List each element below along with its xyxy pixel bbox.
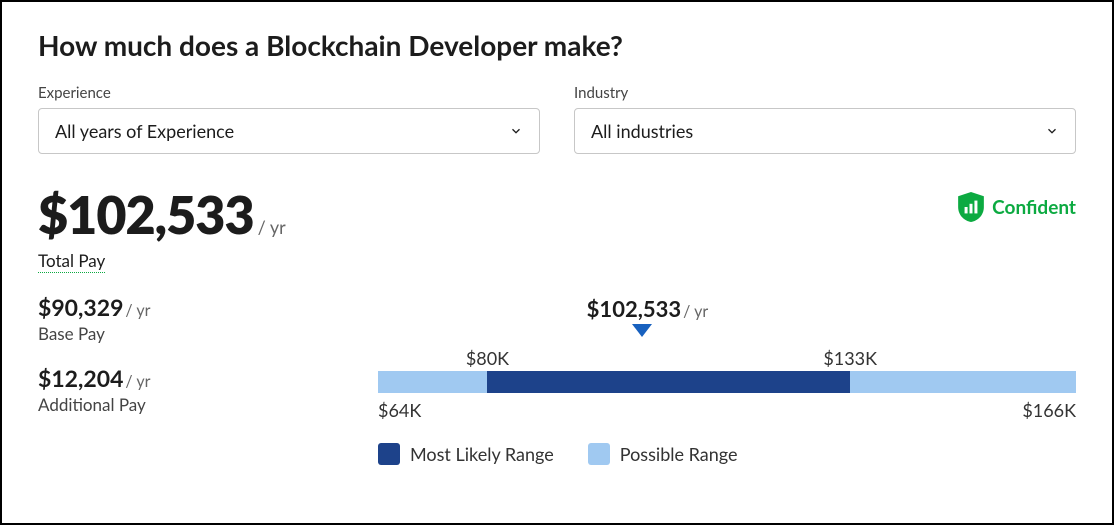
total-amount: $102,533	[38, 184, 254, 246]
industry-value: All industries	[591, 120, 693, 142]
bar-wrap	[378, 371, 1076, 393]
likely-min-label: $80K	[466, 347, 509, 369]
additional-amount: $12,204	[38, 364, 123, 392]
base-amount: $90,329	[38, 293, 123, 321]
possible-max-label: $166K	[1022, 399, 1076, 421]
experience-value: All years of Experience	[55, 120, 234, 142]
legend-likely-swatch	[378, 443, 400, 465]
experience-filter: Experience All years of Experience	[38, 84, 540, 154]
industry-filter: Industry All industries	[574, 84, 1076, 154]
legend-likely: Most Likely Range	[378, 443, 554, 465]
pay-details: $90,329/ yr Base Pay $12,204/ yr Additio…	[38, 293, 378, 465]
salary-card: How much does a Blockchain Developer mak…	[0, 0, 1114, 525]
experience-label: Experience	[38, 84, 540, 102]
base-per: / yr	[125, 301, 150, 320]
confidence-label: Confident	[992, 196, 1076, 219]
possible-min-label: $64K	[378, 399, 421, 421]
caret-down-icon	[632, 324, 652, 337]
legend-likely-label: Most Likely Range	[410, 443, 554, 465]
experience-select[interactable]: All years of Experience	[38, 108, 540, 154]
pointer-per: / yr	[683, 302, 708, 321]
chevron-down-icon	[1045, 124, 1059, 138]
pointer-arrow-row	[378, 322, 1076, 341]
likely-bar	[487, 371, 850, 393]
industry-label: Industry	[574, 84, 1076, 102]
additional-per: / yr	[125, 372, 150, 391]
page-title: How much does a Blockchain Developer mak…	[38, 28, 1076, 62]
legend-possible-label: Possible Range	[620, 443, 738, 465]
total-pay-label[interactable]: Total Pay	[38, 250, 105, 273]
likely-max-label: $133K	[823, 347, 877, 369]
pointer-value-row: $102,533/ yr	[378, 295, 1076, 322]
possible-labels: $64K $166K	[378, 399, 1076, 421]
total-row: $102,533/ yr Total Pay Confident	[38, 184, 1076, 273]
filters-row: Experience All years of Experience Indus…	[38, 84, 1076, 154]
shield-bars-icon	[958, 192, 984, 222]
legend-possible-swatch	[588, 443, 610, 465]
base-pay-item: $90,329/ yr Base Pay	[38, 293, 378, 344]
industry-select[interactable]: All industries	[574, 108, 1076, 154]
confidence-badge[interactable]: Confident	[958, 192, 1076, 222]
total-pay-block: $102,533/ yr Total Pay	[38, 184, 286, 273]
additional-label: Additional Pay	[38, 394, 378, 415]
bottom-row: $90,329/ yr Base Pay $12,204/ yr Additio…	[38, 293, 1076, 465]
base-label: Base Pay	[38, 323, 378, 344]
pointer-value: $102,533	[587, 295, 681, 322]
chevron-down-icon	[509, 124, 523, 138]
total-per: / yr	[258, 216, 286, 238]
additional-pay-item: $12,204/ yr Additional Pay	[38, 364, 378, 415]
range-chart: $102,533/ yr $80K $133K $64K $166K Most …	[378, 293, 1076, 465]
legend: Most Likely Range Possible Range	[378, 443, 1076, 465]
likely-labels: $80K $133K	[378, 347, 1076, 369]
legend-possible: Possible Range	[588, 443, 738, 465]
